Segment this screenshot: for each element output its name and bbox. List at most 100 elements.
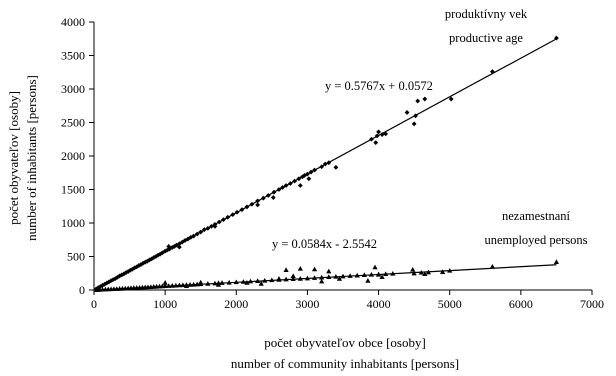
unemployed-data-point — [194, 281, 200, 287]
productive-data-point — [182, 238, 188, 243]
productive-data-point — [166, 244, 172, 249]
y-tick-label: 3500 — [61, 49, 85, 63]
unemployed-data-point — [226, 279, 232, 285]
y-tick-label: 2500 — [61, 116, 85, 130]
productive-data-point — [308, 169, 314, 175]
productive-data-point — [121, 271, 127, 277]
unemployed-data-point — [375, 271, 382, 277]
productive-data-point — [255, 198, 261, 204]
unemployed-data-point — [422, 271, 428, 276]
unemployed-data-point — [258, 281, 264, 286]
x-tick-label: 5000 — [438, 297, 462, 311]
unemployed-data-point — [247, 278, 254, 284]
productive-data-point — [216, 219, 222, 225]
unemployed-data-point — [304, 275, 311, 281]
unemployed-data-point — [354, 272, 360, 278]
productive-data-point — [305, 171, 310, 177]
productive-data-point — [132, 265, 137, 271]
productive-data-point — [194, 231, 200, 237]
productive-data-point — [319, 164, 325, 170]
unemployed-data-point — [162, 280, 168, 285]
x-tick-label: 1000 — [153, 297, 177, 311]
productive-data-point — [201, 227, 207, 233]
productive-data-point — [151, 255, 157, 260]
productive-data-point — [249, 201, 255, 207]
x-axis-title-line-1: počet obyvateľov obce [osoby] — [264, 335, 426, 350]
unemployed-data-point — [383, 271, 389, 276]
unemployed-data-point — [219, 280, 225, 285]
productive-data-point — [415, 98, 421, 104]
unemployed-data-point — [390, 270, 396, 276]
unemployed-series-label-line-2: unemployed persons — [484, 233, 587, 247]
unemployed-data-point — [379, 274, 385, 280]
productive-data-point — [411, 121, 417, 127]
productive-data-point — [230, 212, 236, 218]
productive-data-point — [326, 160, 332, 166]
x-tick-label: 2000 — [224, 297, 248, 311]
productive-data-point — [383, 131, 389, 137]
unemployed-data-point — [233, 279, 239, 285]
productive-data-point — [280, 185, 285, 190]
productive-data-point — [297, 183, 303, 188]
unemployed-data-point — [365, 278, 371, 283]
productive-data-point — [244, 204, 250, 210]
y-tick-label: 4000 — [61, 15, 85, 29]
unemployed-data-point — [191, 281, 197, 287]
unemployed-data-point — [311, 275, 318, 280]
productive-data-point — [292, 178, 298, 184]
unemployed-data-point — [347, 273, 353, 278]
productive-data-point — [322, 161, 328, 167]
unemployed-data-point — [447, 267, 453, 273]
productive-data-point — [369, 136, 374, 142]
unemployed-data-point — [425, 269, 431, 275]
unemployed-data-point — [283, 267, 289, 272]
productive-data-point — [270, 195, 276, 200]
productive-data-point — [221, 217, 226, 223]
productive-data-point — [176, 241, 182, 247]
unemployed-data-point — [340, 273, 346, 279]
productive-data-point — [379, 132, 385, 137]
y-axis: 0 500 1000 1500 2000 2500 3000 3500 4000 — [61, 15, 95, 297]
productive-data-point — [554, 35, 559, 41]
productive-data-point — [234, 209, 240, 215]
productive-data-point — [142, 259, 148, 265]
x-axis: 0 1000 2000 3000 4000 5000 6000 7000 — [91, 289, 604, 311]
unemployed-data-point — [326, 268, 332, 274]
productive-data-point — [448, 96, 454, 102]
productive-data-point — [374, 133, 380, 139]
unemployed-data-point — [205, 281, 211, 286]
data-points — [93, 35, 560, 292]
productive-data-point — [490, 69, 495, 74]
x-tick-label: 0 — [91, 297, 97, 311]
productive-data-point — [333, 164, 339, 170]
productive-data-point — [255, 202, 261, 208]
productive-data-point — [191, 233, 196, 239]
productive-data-point — [98, 284, 103, 289]
unemployed-data-point — [489, 263, 495, 269]
productive-data-point — [260, 195, 266, 201]
unemployed-data-point — [326, 274, 332, 280]
productive-data-point — [212, 223, 218, 229]
productive-data-point — [276, 187, 282, 192]
productive-data-point — [422, 96, 428, 102]
productive-data-point — [225, 214, 231, 220]
unemployed-data-point — [187, 282, 193, 287]
unemployed-data-point — [262, 277, 268, 283]
productive-series-label-line-1: produktívny vek — [445, 7, 528, 21]
productive-data-point — [312, 167, 317, 173]
unemployed-data-point — [180, 282, 186, 288]
unemployed-data-point — [162, 283, 168, 289]
unemployed-data-point — [368, 271, 375, 277]
unemployed-data-point — [410, 266, 416, 272]
productive-data-point — [413, 113, 418, 119]
productive-data-point — [283, 183, 289, 188]
productive-data-point — [198, 229, 204, 235]
unemployed-data-point — [183, 283, 190, 289]
y-tick-label: 500 — [67, 250, 85, 264]
productive-data-point — [306, 176, 312, 182]
productive-data-point — [102, 281, 108, 287]
unemployed-data-point — [297, 276, 303, 281]
unemployed-data-point — [212, 280, 218, 286]
productive-data-point — [271, 189, 277, 195]
unemployed-data-point — [169, 283, 175, 288]
